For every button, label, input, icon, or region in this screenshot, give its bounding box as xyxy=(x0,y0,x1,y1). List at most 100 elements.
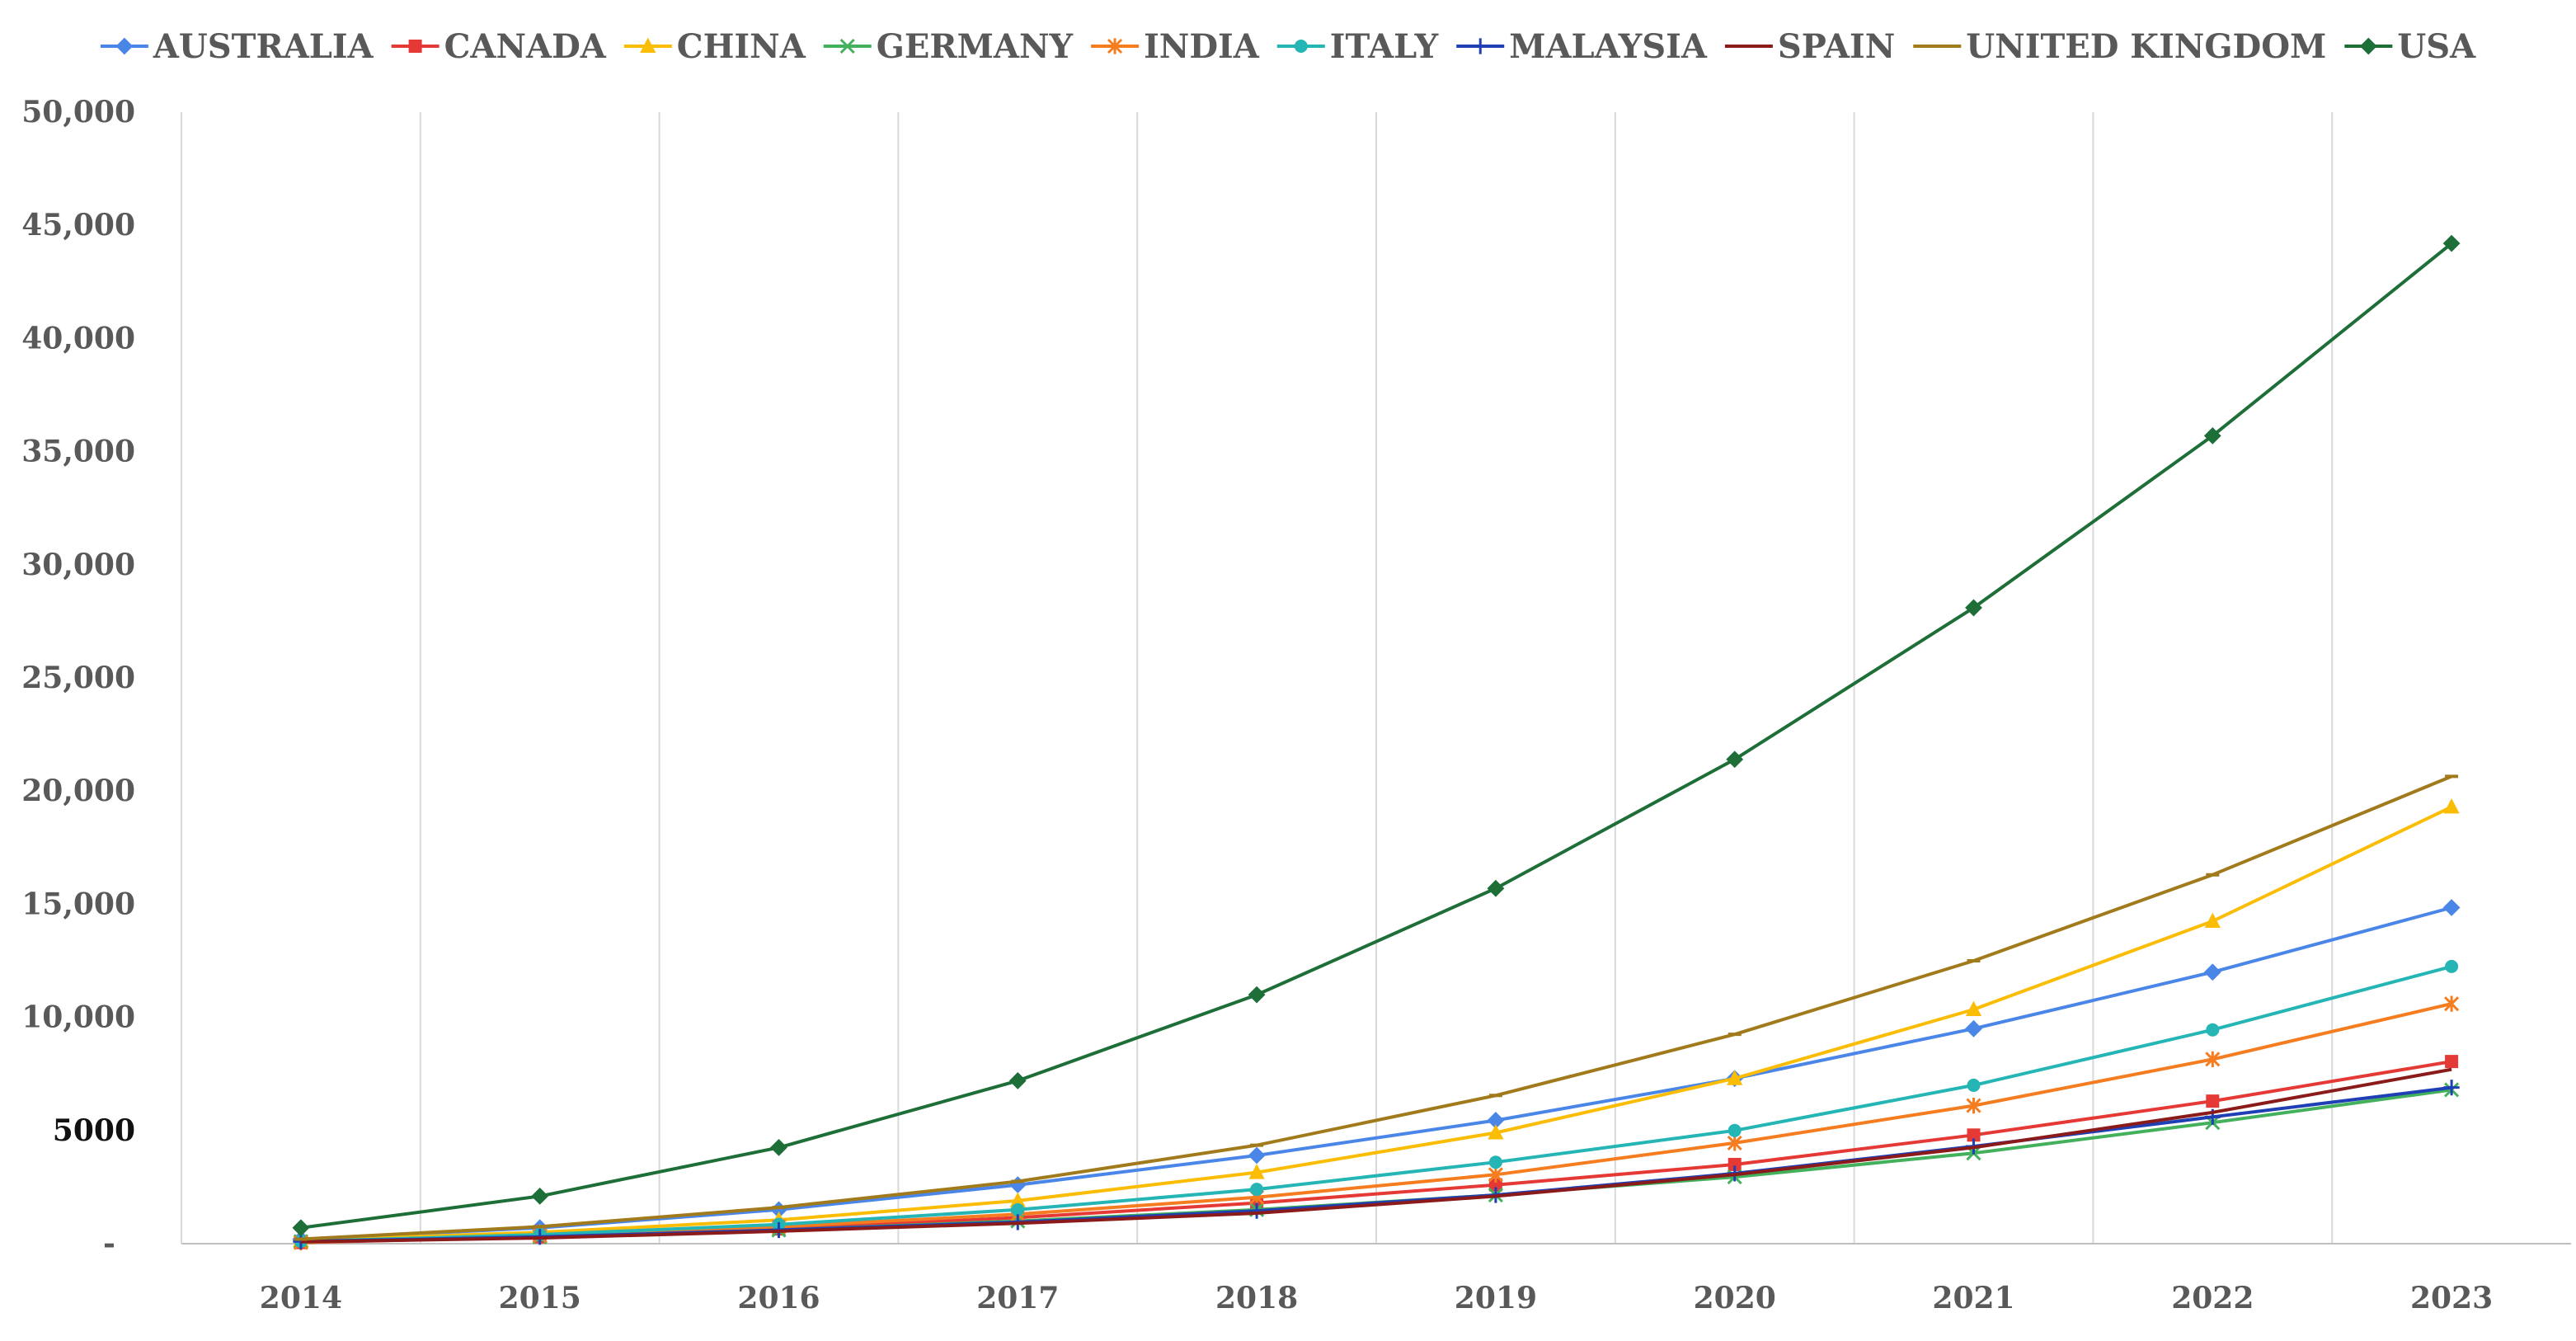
y-tick-label: - xyxy=(103,1226,115,1261)
legend-item-italy: ITALY xyxy=(1276,27,1439,66)
x-tick-label: 2014 xyxy=(260,1281,342,1315)
x-tick-label: 2022 xyxy=(2171,1281,2254,1315)
data-point-china xyxy=(1248,1164,1265,1179)
legend-marker-india xyxy=(1107,38,1123,54)
y-tick-label: 25,000 xyxy=(21,661,135,695)
legend-label: CANADA xyxy=(444,27,607,66)
y-tick-label: 10,000 xyxy=(21,1000,135,1035)
data-point-usa xyxy=(1726,750,1744,769)
data-point-australia xyxy=(1965,1019,1982,1038)
data-point-australia xyxy=(2203,963,2221,981)
y-tick-label: 35,000 xyxy=(21,435,135,469)
data-point-italy xyxy=(1250,1183,1264,1197)
legend-item-united-kingdom: UNITED KINGDOM xyxy=(1913,27,2326,66)
data-point-usa xyxy=(1248,986,1266,1004)
legend-item-australia: AUSTRALIA xyxy=(100,27,374,66)
legend-marker-australia xyxy=(115,37,134,55)
data-point-italy xyxy=(1728,1123,1742,1137)
legend-item-china: CHINA xyxy=(623,27,806,66)
series-united-kingdom xyxy=(294,774,2459,1241)
legend-label: UNITED KINGDOM xyxy=(1966,27,2326,66)
data-point-italy xyxy=(1488,1155,1502,1169)
data-point-usa xyxy=(292,1219,310,1237)
data-point-india xyxy=(2205,1051,2221,1067)
data-point-italy xyxy=(1967,1078,1981,1092)
x-tick-label: 2015 xyxy=(499,1281,581,1315)
y-tick-label: 5000 xyxy=(53,1113,135,1148)
data-point-china xyxy=(1965,1000,1982,1016)
series-china xyxy=(293,798,2460,1247)
data-point-usa xyxy=(1487,879,1505,897)
legend-label: INDIA xyxy=(1144,27,1260,66)
legend-item-usa: USA xyxy=(2344,27,2476,66)
x-axis-ticks: 2014 2015 2016 2017 2018 2019 2020 2021 2022 2023 xyxy=(260,1281,2493,1315)
data-point-china xyxy=(2443,798,2460,814)
x-tick-label: 2019 xyxy=(1455,1281,1537,1315)
data-point-canada xyxy=(2206,1094,2220,1108)
series-line-united-kingdom xyxy=(300,774,2452,1241)
x-tick-label: 2021 xyxy=(1932,1281,2014,1315)
y-tick-label: 45,000 xyxy=(21,208,135,242)
legend-label: ITALY xyxy=(1330,27,1439,66)
legend-label: SPAIN xyxy=(1778,27,1895,66)
y-tick-label: 20,000 xyxy=(21,774,135,808)
series-spain xyxy=(300,1067,2452,1244)
data-point-usa xyxy=(2442,234,2461,252)
data-point-china xyxy=(1009,1192,1026,1207)
gridlines xyxy=(419,112,2334,1244)
data-point-australia xyxy=(1248,1146,1266,1165)
legend-item-india: INDIA xyxy=(1091,27,1260,66)
data-point-india xyxy=(1488,1166,1503,1183)
x-tick-label: 2018 xyxy=(1215,1281,1298,1315)
data-point-india xyxy=(1727,1135,1742,1151)
legend-marker-malaysia xyxy=(1472,38,1488,54)
series-line-italy xyxy=(300,964,2452,1244)
data-point-italy xyxy=(2445,959,2459,973)
data-point-usa xyxy=(1965,599,1982,617)
axes xyxy=(181,112,2571,1245)
data-point-usa xyxy=(1008,1072,1027,1089)
series-line-china xyxy=(300,805,2452,1242)
series-layer xyxy=(292,234,2461,1251)
data-point-canada xyxy=(1728,1157,1742,1171)
legend-label: AUSTRALIA xyxy=(153,27,374,66)
data-point-usa xyxy=(531,1187,549,1205)
data-point-malaysia xyxy=(1248,1202,1265,1219)
x-tick-label: 2017 xyxy=(976,1281,1059,1315)
data-point-canada xyxy=(2445,1055,2459,1069)
data-point-india xyxy=(2444,995,2460,1012)
legend-label: GERMANY xyxy=(877,27,1074,66)
data-point-india xyxy=(1966,1098,1981,1114)
data-point-china xyxy=(2204,912,2221,928)
y-tick-label: 30,000 xyxy=(21,548,135,582)
legend-marker-germany xyxy=(839,38,855,54)
legend-item-canada: CANADA xyxy=(391,27,607,66)
y-tick-label: 50,000 xyxy=(21,95,135,129)
data-point-australia xyxy=(770,1201,787,1219)
series-line-spain xyxy=(300,1067,2452,1244)
data-point-australia xyxy=(1487,1112,1505,1129)
data-point-usa xyxy=(2203,426,2221,445)
legend-item-spain: SPAIN xyxy=(1724,27,1895,66)
data-point-canada xyxy=(1967,1128,1981,1142)
legend-label: MALAYSIA xyxy=(1509,27,1708,66)
y-tick-label: 40,000 xyxy=(21,321,135,355)
legend: AUSTRALIA CANADA CHINA GERMANY INDIA ITALY MAL… xyxy=(100,27,2476,66)
data-point-italy xyxy=(2206,1023,2220,1037)
legend-item-malaysia: MALAYSIA xyxy=(1456,27,1708,66)
data-point-canada xyxy=(1488,1178,1502,1192)
series-line-india xyxy=(300,1002,2452,1245)
x-tick-label: 2016 xyxy=(737,1281,820,1315)
data-point-china xyxy=(1488,1124,1504,1140)
series-line-usa xyxy=(300,242,2453,1230)
y-axis-ticks: - 5000 10,000 15,000 20,000 25,000 30,000 35,00… xyxy=(21,95,135,1261)
legend-item-germany: GERMANY xyxy=(823,27,1074,66)
legend-marker-usa xyxy=(2359,37,2377,55)
series-line-australia xyxy=(300,906,2452,1241)
data-point-australia xyxy=(2442,899,2461,916)
series-usa xyxy=(292,234,2461,1237)
data-point-usa xyxy=(770,1138,787,1156)
data-point-italy xyxy=(1011,1202,1025,1216)
legend-marker-china xyxy=(640,37,656,53)
